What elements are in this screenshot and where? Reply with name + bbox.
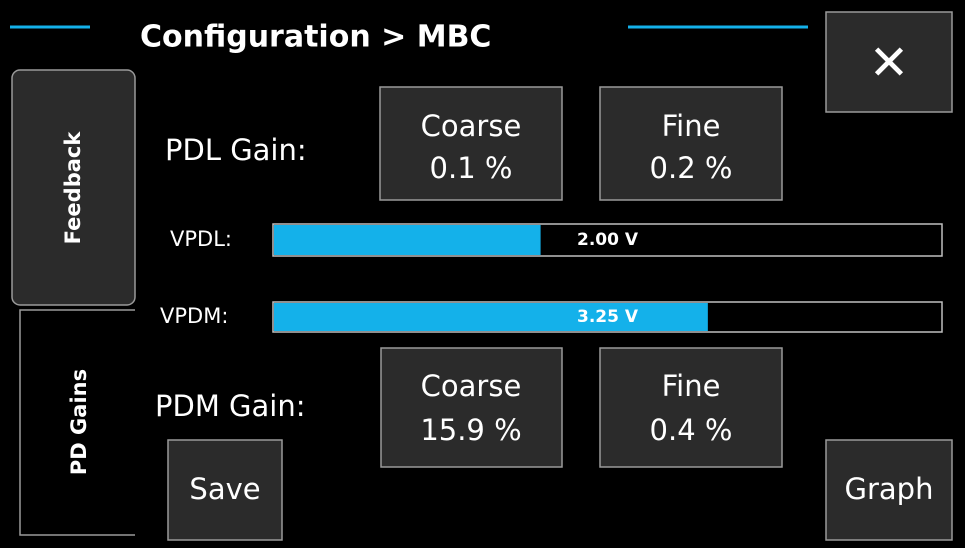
graph-button[interactable]: Graph	[825, 439, 953, 541]
button-frame	[167, 439, 283, 541]
pdl-gain-label: PDL Gain:	[165, 133, 307, 167]
gauge-fill	[274, 303, 708, 331]
button-label: Save	[189, 472, 260, 506]
gauge-label: VPDL:	[170, 227, 232, 251]
title: Configuration > MBC	[140, 20, 491, 55]
button-frame	[380, 347, 563, 468]
button-value: 0.4 %	[650, 413, 733, 447]
button-value: 0.1 %	[430, 151, 513, 185]
gauge-label: VPDM:	[160, 304, 228, 328]
close-frame	[825, 11, 953, 113]
tab-label: Feedback	[61, 131, 85, 245]
button-label: Graph	[845, 472, 934, 506]
close-button[interactable]: ✕	[825, 11, 953, 113]
button-label: Coarse	[421, 109, 522, 143]
save-button[interactable]: Save	[167, 439, 283, 541]
button-label: Coarse	[421, 369, 522, 403]
pdm-fine-button[interactable]: Fine 0.4 %	[599, 347, 783, 468]
pdm-coarse-button[interactable]: Coarse 15.9 %	[380, 347, 563, 468]
pdm-gain-label: PDM Gain:	[155, 389, 306, 423]
button-frame	[599, 347, 783, 468]
close-icon: ✕	[869, 35, 909, 91]
button-frame	[599, 86, 783, 201]
gauge-value: 2.00 V	[577, 230, 639, 250]
tab-frame	[11, 69, 136, 306]
button-value: 0.2 %	[650, 151, 733, 185]
button-label: Fine	[662, 109, 721, 143]
button-frame	[379, 86, 563, 201]
button-value: 15.9 %	[420, 413, 521, 447]
button-label: Fine	[662, 369, 721, 403]
pd-gains-tab[interactable]: PD Gains	[19, 309, 135, 536]
gauge-value: 3.25 V	[577, 307, 639, 327]
pdl-fine-button[interactable]: Fine 0.2 %	[599, 86, 783, 201]
feedback-tab[interactable]: Feedback	[11, 69, 136, 306]
tab-label: PD Gains	[67, 369, 91, 475]
button-frame	[825, 439, 953, 541]
gauge-fill	[274, 225, 541, 255]
tab-frame	[19, 309, 135, 536]
pdl-coarse-button[interactable]: Coarse 0.1 %	[379, 86, 563, 201]
